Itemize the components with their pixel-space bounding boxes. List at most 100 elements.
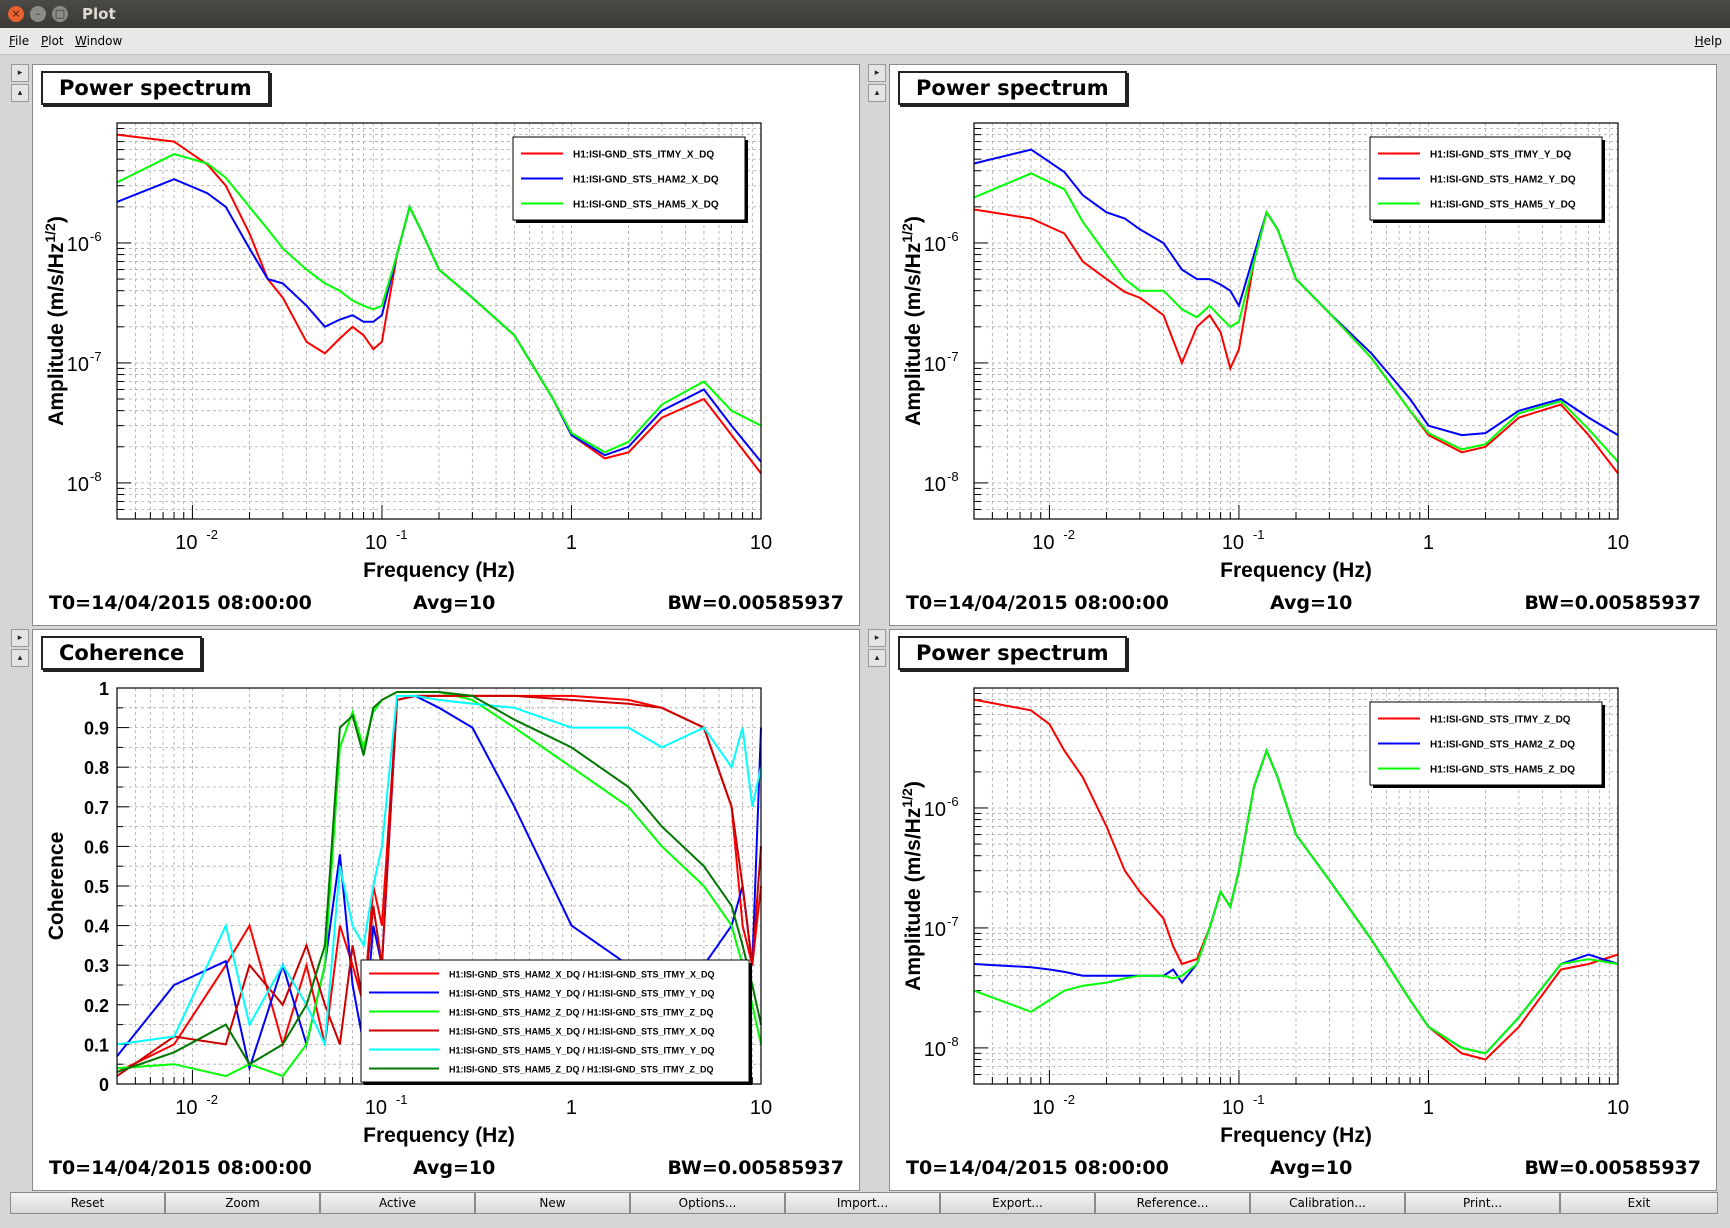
- active-button[interactable]: Active: [320, 1192, 475, 1214]
- series-line-3: [973, 172, 1619, 463]
- print-button[interactable]: Print...: [1405, 1192, 1560, 1214]
- panel-scroll-up-button[interactable]: ▴: [11, 649, 29, 667]
- x-tick-label: 10: [1222, 532, 1244, 554]
- x-tick-label: 10: [1607, 1097, 1629, 1119]
- window-titlebar[interactable]: × – □ Plot: [0, 0, 1730, 28]
- bandwidth: BW=0.00585937: [667, 1157, 844, 1179]
- toolbar-bottom: Reset Zoom Active New Options... Import... Exp…: [0, 1192, 1730, 1228]
- panel-scroll-right-button[interactable]: ▸: [11, 64, 29, 82]
- panel-scroll-up-button[interactable]: ▴: [868, 649, 886, 667]
- y-tick-label: 0: [99, 1075, 109, 1095]
- maximize-window-button[interactable]: □: [52, 6, 68, 22]
- zoom-button[interactable]: Zoom: [165, 1192, 320, 1214]
- legend-entry: H1:ISI-GND_STS_HAM5_Y_DQ: [1430, 200, 1576, 211]
- panel-scroll-right-button[interactable]: ▸: [868, 629, 886, 647]
- legend: H1:ISI-GND_STS_ITMY_X_DQ H1:ISI-GND_STS_H…: [512, 136, 748, 223]
- panel-scroll-right-button[interactable]: ▸: [11, 629, 29, 647]
- y-tick-exponent: -7: [947, 914, 959, 929]
- series-line-2: [116, 178, 762, 463]
- legend-entry: H1:ISI-GND_STS_HAM5_X_DQ: [573, 200, 719, 211]
- legend-entry: H1:ISI-GND_STS_HAM2_X_DQ: [573, 175, 719, 186]
- x-tick-exponent: -2: [206, 1092, 218, 1107]
- close-icon: ×: [11, 7, 21, 20]
- panel-scroll-up-button[interactable]: ▴: [11, 84, 29, 102]
- legend: H1:ISI-GND_STS_ITMY_Y_DQ H1:ISI-GND_STS_H…: [1369, 136, 1605, 223]
- averages: Avg=10: [1270, 1157, 1353, 1179]
- options-button[interactable]: Options...: [630, 1192, 785, 1214]
- plot-panel-2[interactable]: Power spectrum 10 -2 10 -1 1 10 Frequency (Hz) 1…: [889, 64, 1717, 626]
- averages: Avg=10: [413, 592, 496, 614]
- y-axis-label: Amplitude (m/s/Hz1/2): [899, 781, 925, 991]
- y-tick-label: 0.8: [84, 758, 109, 778]
- export-button[interactable]: Export...: [940, 1192, 1095, 1214]
- series-line-6: [116, 691, 762, 1074]
- x-axis-label: Frequency (Hz): [363, 559, 515, 582]
- y-tick-exponent: -8: [947, 1034, 959, 1049]
- y-tick-exponent: -6: [947, 794, 959, 809]
- legend-entry: H1:ISI-GND_STS_ITMY_Z_DQ: [1430, 715, 1571, 726]
- plot-panel-3[interactable]: Coherence 10 -2 10 -1 1 10 Frequency (Hz) 0 0.1 0.…: [32, 629, 860, 1191]
- panel-scroll-right-button[interactable]: ▸: [868, 64, 886, 82]
- x-tick-exponent: -1: [1253, 1092, 1265, 1107]
- y-tick-exponent: -8: [947, 469, 959, 484]
- calibration-button[interactable]: Calibration...: [1250, 1192, 1405, 1214]
- reset-button[interactable]: Reset: [10, 1192, 165, 1214]
- x-tick-exponent: -2: [206, 527, 218, 542]
- y-tick-label: 0.4: [84, 917, 109, 937]
- bandwidth: BW=0.00585937: [667, 592, 844, 614]
- legend-entry: H1:ISI-GND_STS_HAM2_Y_DQ / H1:ISI-GND_ST…: [449, 989, 715, 999]
- y-tick-label: 0.2: [84, 996, 109, 1016]
- y-tick-label: 10: [924, 799, 946, 821]
- maximize-icon: □: [54, 7, 66, 20]
- y-tick-label: 10: [924, 234, 946, 256]
- legend-box: [1369, 701, 1603, 786]
- menu-file[interactable]: File: [9, 34, 30, 48]
- panel-scroll-up-button[interactable]: ▴: [868, 84, 886, 102]
- close-window-button[interactable]: ×: [8, 6, 24, 22]
- legend: H1:ISI-GND_STS_ITMY_Z_DQ H1:ISI-GND_STS_H…: [1369, 701, 1605, 788]
- legend-entry: H1:ISI-GND_STS_HAM5_X_DQ / H1:ISI-GND_ST…: [449, 1027, 715, 1037]
- x-tick-label: 10: [750, 532, 772, 554]
- x-tick-label: 1: [1423, 1097, 1434, 1119]
- x-tick-label: 10: [1607, 532, 1629, 554]
- series-line-3: [116, 153, 762, 454]
- import-button[interactable]: Import...: [785, 1192, 940, 1214]
- legend-entry: H1:ISI-GND_STS_HAM2_Z_DQ / H1:ISI-GND_ST…: [449, 1008, 714, 1018]
- plot-canvas[interactable]: 10 -2 10 -1 1 10 Frequency (Hz) 0 0.1 0.2 0.3 0.4 0.…: [33, 630, 859, 1150]
- plot-panel-4[interactable]: Power spectrum 10 -2 10 -1 1 10 Frequency (Hz) 1…: [889, 629, 1717, 1191]
- menu-bar: File Plot Window Help: [0, 28, 1730, 55]
- legend-entry: H1:ISI-GND_STS_ITMY_Y_DQ: [1430, 150, 1571, 161]
- x-tick-label: 1: [566, 1097, 577, 1119]
- menu-window[interactable]: Window: [75, 34, 123, 48]
- y-tick-label: 0.6: [84, 837, 109, 857]
- start-time: T0=14/04/2015 08:00:00: [49, 592, 312, 614]
- panel-title: Coherence: [41, 636, 203, 670]
- plot-frame: [973, 687, 1619, 1085]
- panel-info-bar: T0=14/04/2015 08:00:00 Avg=10 BW=0.0058593…: [33, 1153, 858, 1183]
- x-tick-label: 10: [175, 532, 197, 554]
- panel-info-bar: T0=14/04/2015 08:00:00 Avg=10 BW=0.0058593…: [890, 1153, 1715, 1183]
- minimize-window-button[interactable]: –: [30, 6, 46, 22]
- y-tick-label: 10: [67, 234, 89, 256]
- new-button[interactable]: New: [475, 1192, 630, 1214]
- legend: H1:ISI-GND_STS_HAM2_X_DQ / H1:ISI-GND_ST…: [360, 959, 752, 1085]
- x-tick-label: 10: [1032, 1097, 1054, 1119]
- x-tick-exponent: -1: [396, 527, 408, 542]
- plot-panel-1[interactable]: Power spectrum 10 -2 10 -1 1 10 Frequency (Hz) 1…: [32, 64, 860, 626]
- x-axis-label: Frequency (Hz): [1220, 559, 1372, 582]
- y-tick-exponent: -7: [90, 349, 102, 364]
- plot-frame: [116, 122, 762, 520]
- panel-title: Power spectrum: [898, 636, 1127, 670]
- reference-button[interactable]: Reference...: [1095, 1192, 1250, 1214]
- panel-info-bar: T0=14/04/2015 08:00:00 Avg=10 BW=0.0058593…: [890, 588, 1715, 618]
- panel-info-bar: T0=14/04/2015 08:00:00 Avg=10 BW=0.0058593…: [33, 588, 858, 618]
- exit-button[interactable]: Exit: [1560, 1192, 1718, 1214]
- y-axis-label: Amplitude (m/s/Hz1/2): [899, 216, 925, 426]
- menu-help[interactable]: Help: [1694, 34, 1722, 48]
- minimize-icon: –: [35, 7, 41, 20]
- menu-plot[interactable]: Plot: [41, 34, 64, 48]
- y-tick-label: 0.3: [84, 956, 109, 976]
